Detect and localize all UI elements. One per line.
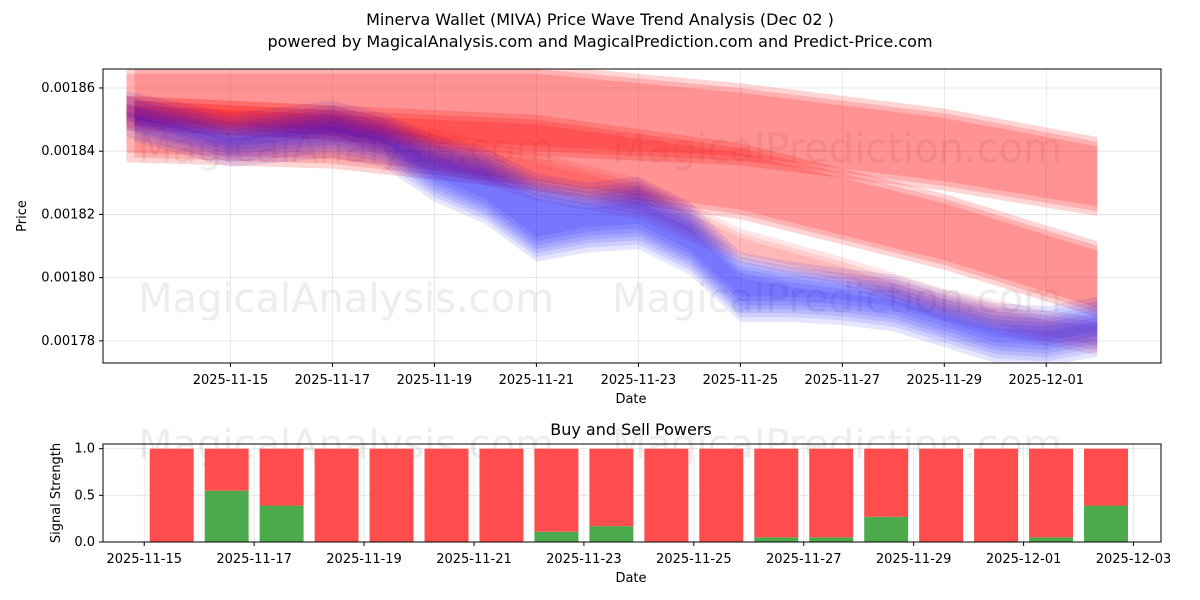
trend-wave-band [134,100,1098,313]
power-chart-x-axis: 2025-11-15 2025-11-17 2025-11-19 2025-11-21… [106,542,1171,567]
power-chart-y-axis: 0.0 0.5 1.0 [74,442,103,550]
sell-power-bar [149,448,194,542]
price-wave-band [126,91,1098,341]
buy-power-bar [1084,505,1129,542]
sell-power-bar [589,448,634,527]
buy-power-bar [259,505,304,542]
price-x-tick-label: 2025-11-17 [295,373,371,388]
price-x-tick-label: 2025-11-21 [499,373,575,388]
buy-power-bar [809,537,854,542]
band-series-0 [126,69,1098,216]
sell-power-bar [534,448,579,532]
price-wave-band [134,107,1098,358]
sell-power-bar [1029,448,1074,538]
price-x-tick-label: 2025-11-29 [907,373,983,388]
power-y-tick-label: 0.0 [74,535,95,550]
power-y-tick-label: 0.5 [74,488,95,503]
power-x-tick-label: 2025-11-17 [216,552,292,567]
band-series-3 [126,91,1098,363]
price-chart-bands [126,69,1098,363]
price-wave-band [134,116,1098,363]
trend-wave-band [134,100,1098,351]
sell-power-bar [699,448,744,542]
sell-power-bar [369,448,414,542]
power-chart-title: Buy and Sell Powers [550,420,712,439]
band-series-1 [126,95,1098,318]
sell-power-bar [424,448,469,542]
price-x-tick-label: 2025-11-19 [397,373,473,388]
trend-wave-band [126,69,1098,207]
price-x-tick-label: 2025-11-25 [703,373,779,388]
price-wave-band [126,95,1098,346]
chart-title: Minerva Wallet (MIVA) Price Wave Trend A… [366,10,834,29]
trend-wave-band [126,73,1098,216]
power-x-tick-label: 2025-11-19 [326,552,402,567]
buy-power-bar [754,537,799,542]
trend-wave-band [134,69,1098,212]
power-chart-frame [102,443,1162,543]
price-chart-y-axis: 0.00178 0.00180 0.00182 0.00184 0.00186 [41,81,103,349]
sell-power-bar [479,448,524,542]
price-y-tick-label: 0.00178 [41,334,95,349]
sell-power-bar [919,448,964,542]
power-x-tick-label: 2025-11-25 [656,552,732,567]
price-y-tick-label: 0.00182 [41,207,95,222]
price-x-tick-label: 2025-12-01 [1008,373,1084,388]
power-y-tick-label: 1.0 [74,442,95,457]
watermark-text: MagicalAnalysis.com [138,126,554,172]
price-y-tick-label: 0.00186 [41,81,95,96]
power-x-tick-label: 2025-11-23 [546,552,622,567]
power-x-tick-label: 2025-12-01 [986,552,1062,567]
price-chart-grid [103,69,1161,363]
trend-wave-band [126,105,1098,318]
buy-power-bar [204,490,249,542]
price-chart-ylabel: Price [15,200,30,232]
buy-power-bar [534,531,579,542]
power-x-tick-label: 2025-12-03 [1096,552,1172,567]
watermark-text: MagicalAnalysis.com [138,276,554,322]
price-wave-band [134,100,1098,350]
chart-subtitle: powered by MagicalAnalysis.com and Magic… [267,32,932,51]
trend-wave-band [126,95,1098,308]
price-chart-xlabel: Date [615,392,646,407]
sell-power-bar [974,448,1019,542]
sell-power-bar [259,448,304,506]
sell-power-bar [864,448,909,517]
sell-power-bar [314,448,359,542]
sell-power-bar [809,448,854,538]
power-x-tick-label: 2025-11-15 [106,552,182,567]
price-y-tick-label: 0.00180 [41,271,95,286]
price-x-tick-label: 2025-11-23 [601,373,677,388]
price-chart-frame [102,68,1162,364]
power-x-tick-label: 2025-11-21 [436,552,512,567]
trend-wave-band [126,95,1098,346]
power-chart-bars [149,448,1129,542]
sell-power-bar [204,448,249,491]
price-wave-band [126,111,1098,362]
price-wave-band [126,103,1098,354]
power-x-tick-label: 2025-11-27 [766,552,842,567]
sell-power-bar [1084,448,1129,506]
price-y-tick-label: 0.00184 [41,144,95,159]
power-x-tick-label: 2025-11-29 [876,552,952,567]
price-x-tick-label: 2025-11-15 [193,373,269,388]
watermark-text: MagicalPrediction.com [612,276,1062,322]
watermark-text: MagicalPrediction.com [612,126,1062,172]
trend-wave-band [126,105,1098,356]
buy-power-bar [1029,537,1074,542]
band-series-2 [126,95,1098,356]
price-x-tick-label: 2025-11-27 [805,373,881,388]
buy-power-bar [589,526,634,542]
sell-power-bar [644,448,689,542]
sell-power-bar [754,448,799,538]
power-chart-xlabel: Date [615,571,646,586]
price-chart-x-axis: 2025-11-15 2025-11-17 2025-11-19 2025-11-21… [193,363,1084,388]
power-chart-ylabel: Signal Strength [49,443,64,543]
buy-power-bar [864,516,909,542]
